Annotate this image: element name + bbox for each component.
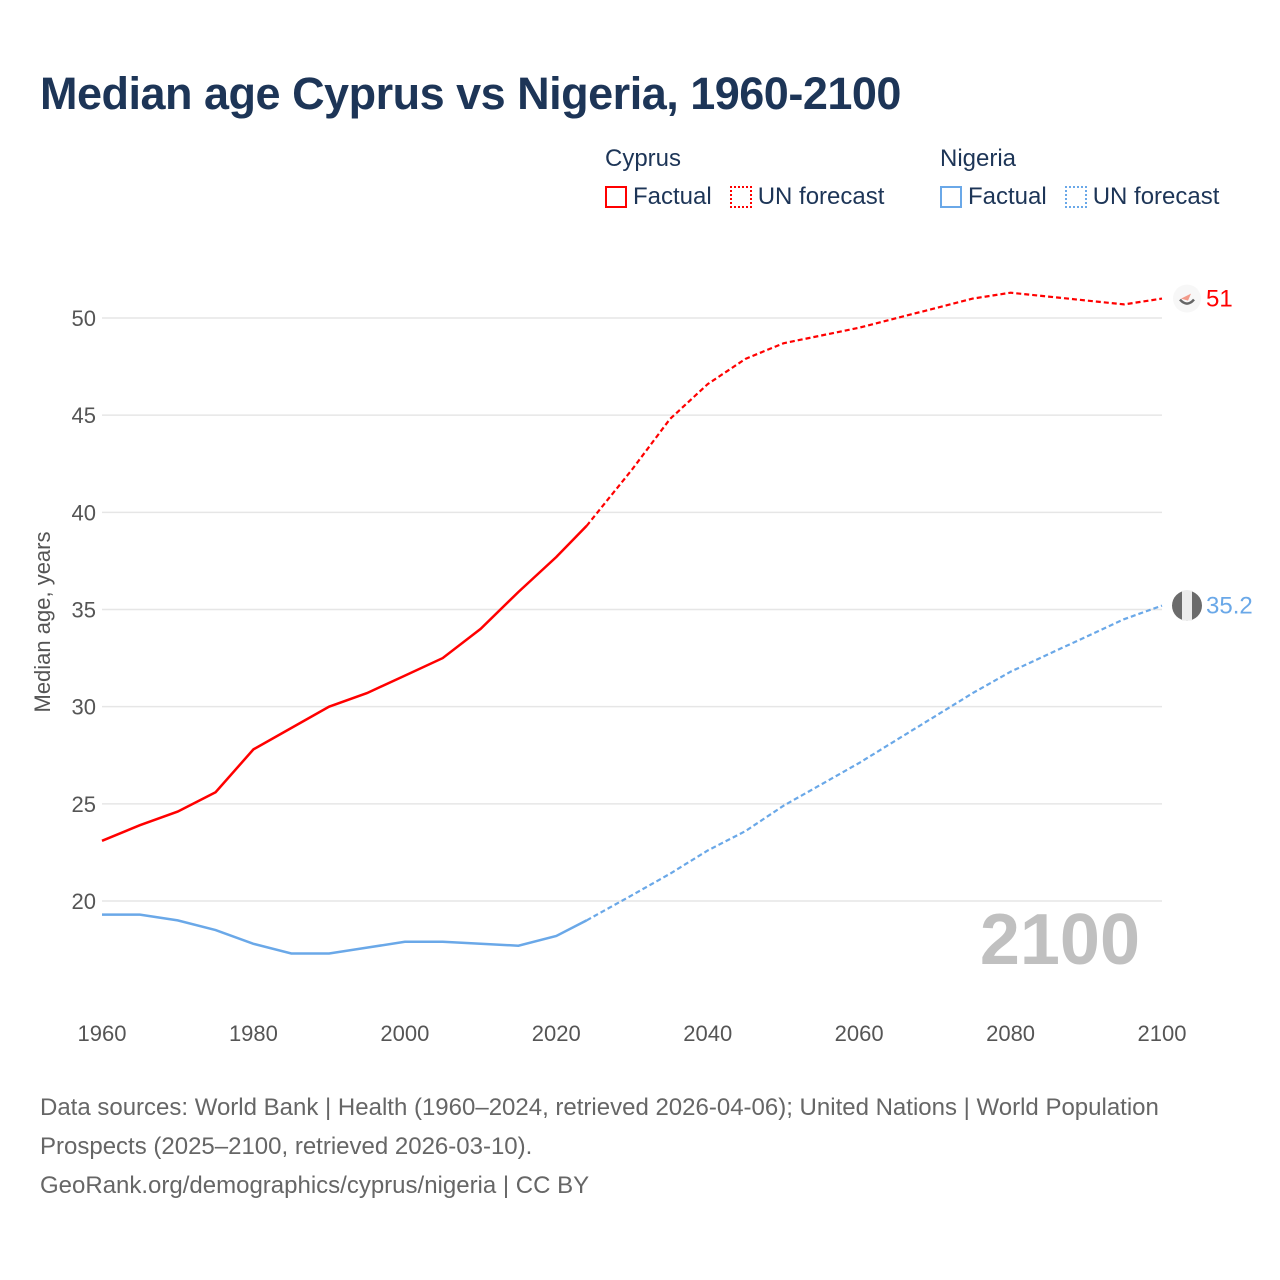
legend-cyprus-factual[interactable]: Factual xyxy=(605,183,712,211)
x-tick-label: 1980 xyxy=(229,1021,278,1046)
y-tick-label: 50 xyxy=(72,306,96,331)
x-tick-label: 2020 xyxy=(532,1021,581,1046)
legend-swatch xyxy=(729,186,752,208)
y-tick-label: 40 xyxy=(72,500,96,525)
legend-group-title: Nigeria xyxy=(940,145,1017,172)
footer: Data sources: World Bank | Health (1960–… xyxy=(40,1088,1160,1205)
y-tick-label: 20 xyxy=(72,889,96,914)
legend-swatch xyxy=(940,186,962,208)
legend-nigeria-forecast[interactable]: UN forecast xyxy=(1064,183,1220,211)
nigeria-factual-line xyxy=(102,913,588,955)
x-tick-label: 2100 xyxy=(1138,1021,1187,1046)
nigeria-flag-icon xyxy=(1172,590,1202,621)
legend-group-title: Cyprus xyxy=(605,145,682,172)
nigeria-end-label: 35.2 xyxy=(1206,593,1253,620)
legend-swatch xyxy=(605,186,627,208)
legend-label: Factual xyxy=(968,183,1047,210)
x-tick-label: 2060 xyxy=(835,1021,884,1046)
data-sources: Data sources: World Bank | Health (1960–… xyxy=(40,1094,1159,1160)
year-watermark: 2100 xyxy=(980,900,1140,980)
nigeria-forecast-line xyxy=(586,604,1163,922)
cyprus-end-label: 51 xyxy=(1206,286,1233,313)
legend-label: Factual xyxy=(633,183,712,210)
legend-label: UN forecast xyxy=(757,183,885,210)
cyprus-factual-line xyxy=(101,525,588,842)
y-tick-label: 30 xyxy=(72,695,96,720)
legend-cyprus: Cyprus Factual UN forecast xyxy=(605,145,884,211)
legend-nigeria-factual[interactable]: Factual xyxy=(940,183,1047,211)
y-tick-label: 45 xyxy=(72,403,96,428)
legend-swatch xyxy=(1064,186,1087,208)
y-tick-label: 25 xyxy=(72,792,96,817)
legend-nigeria: Nigeria Factual UN forecast xyxy=(940,145,1219,211)
x-tick-label: 2000 xyxy=(380,1021,429,1046)
y-axis-label: Median age, years xyxy=(30,532,55,713)
chart-title: Median age Cyprus vs Nigeria, 1960-2100 xyxy=(40,68,901,119)
x-tick-label: 1960 xyxy=(78,1021,127,1046)
cyprus-forecast-line xyxy=(585,291,1163,527)
y-tick-label: 35 xyxy=(72,598,96,623)
source-link[interactable]: GeoRank.org/demographics/cyprus/nigeria … xyxy=(40,1172,590,1199)
cyprus-flag-icon xyxy=(1173,284,1201,313)
x-tick-label: 2080 xyxy=(986,1021,1035,1046)
x-tick-label: 2040 xyxy=(683,1021,732,1046)
legend-label: UN forecast xyxy=(1092,183,1220,210)
legend-cyprus-forecast[interactable]: UN forecast xyxy=(729,183,885,211)
